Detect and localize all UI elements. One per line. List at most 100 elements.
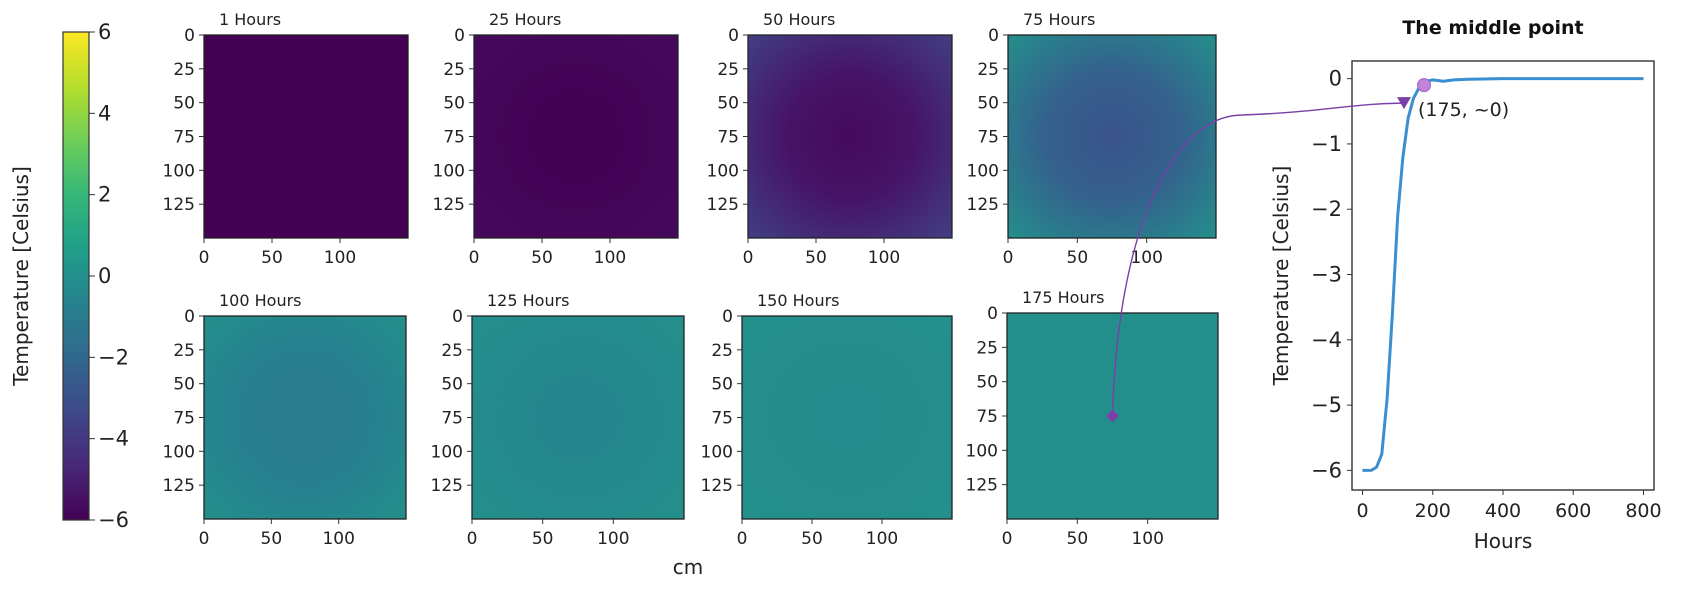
line-y-tick-label: 0 [1329,67,1342,91]
y-tick-label: 100 [433,161,465,181]
y-tick-label: 50 [173,375,195,395]
x-tick-label: 0 [469,248,480,268]
line-y-tick-label: −2 [1311,197,1342,221]
colorbar-tick-label: −6 [98,508,129,532]
heatmap-cells [741,315,953,520]
y-tick-label: 75 [173,409,195,429]
x-tick-label: 100 [866,529,898,549]
panel-title: 150 Hours [757,291,840,310]
x-tick-label: 100 [1130,248,1162,268]
y-tick-label: 0 [184,26,195,46]
line-y-tick-label: −1 [1311,132,1342,156]
heatmap-cells [473,34,679,239]
colorbar-tick-label: 0 [98,264,111,288]
arrowhead-marker [1396,97,1411,110]
y-tick-label: 100 [431,442,463,462]
line-chart: The middle point 0 −1 −2 −3 −4 −5 −6 0 200 400 600 8… [1269,17,1662,553]
y-tick-label: 50 [976,373,998,393]
panel-title: 175 Hours [1022,288,1105,307]
y-tick-label: 75 [443,128,465,148]
colorbar-tick-label: −4 [98,427,129,451]
y-tick-label: 125 [433,195,465,215]
y-tick-label: 75 [711,409,733,429]
y-tick-label: 100 [707,161,739,181]
heatmap-panel: 1 Hours 0 25 50 75 100 125 0 50 100 [163,10,409,268]
heatmap-cells [203,34,409,239]
x-tick-label: 0 [467,529,478,549]
x-tick-label: 50 [532,529,554,549]
y-tick-label: 50 [441,375,463,395]
y-tick-label: 125 [967,195,999,215]
x-tick-label: 50 [805,248,827,268]
y-tick-label: 125 [163,476,195,496]
line-xlabel: Hours [1474,529,1533,553]
colorbar-tick-label: 4 [98,101,111,125]
x-tick-label: 0 [199,248,210,268]
y-tick-label: 25 [441,341,463,361]
y-tick-label: 0 [452,307,463,327]
x-tick-label: 100 [868,248,900,268]
colorbar-gradient [62,31,90,521]
heatmap-panel: 75 Hours 0 25 50 75 100 125 0 50 100 [967,10,1217,268]
line-y-tick-label: −4 [1311,328,1342,352]
y-tick-label: 0 [728,26,739,46]
y-tick-label: 125 [966,476,998,496]
panel-title: 75 Hours [1023,10,1095,29]
line-x-tick-label: 400 [1485,500,1521,522]
heatmap-panel: 25 Hours 0 25 50 75 100 125 0 50 100 [433,10,679,268]
heatmap-xlabel: cm [673,555,703,579]
highlight-point [1416,78,1431,93]
y-tick-label: 0 [987,304,998,324]
y-tick-label: 75 [717,128,739,148]
y-tick-label: 0 [988,26,999,46]
annotation-connector [1111,102,1405,417]
y-tick-label: 0 [454,26,465,46]
x-tick-label: 0 [1002,529,1013,549]
y-tick-label: 100 [967,161,999,181]
line-y-tick-label: −6 [1311,458,1342,482]
y-tick-label: 75 [441,409,463,429]
x-tick-label: 100 [594,248,626,268]
panel-title: 125 Hours [487,291,570,310]
y-tick-label: 25 [717,60,739,80]
panel-title: 1 Hours [219,10,281,29]
line-x-tick-label: 800 [1625,500,1661,522]
panel-title: 50 Hours [763,10,835,29]
heatmap-panel: 150 Hours 0 25 50 75 100 125 0 50 100 [701,291,953,549]
heatmap-cells [471,315,685,520]
y-tick-label: 125 [707,195,739,215]
heatmap-cells [203,315,407,520]
colorbar-tick-label: 2 [98,183,111,207]
x-tick-label: 50 [1067,248,1089,268]
line-x-tick-label: 200 [1415,500,1451,522]
x-tick-label: 50 [801,529,823,549]
y-tick-label: 75 [976,407,998,427]
y-tick-label: 125 [431,476,463,496]
y-tick-label: 25 [976,338,998,358]
y-tick-label: 125 [701,476,733,496]
heatmap-panel: 125 Hours 0 25 50 75 100 125 0 50 100 [431,291,685,549]
temperature-series-line [1362,77,1644,472]
y-tick-label: 100 [163,442,195,462]
x-tick-label: 50 [531,248,553,268]
heatmap-cells [1007,34,1217,239]
line-y-tick-label: −5 [1311,393,1342,417]
panel-title: 25 Hours [489,10,561,29]
heatmap-cells [747,34,953,239]
heatmap-panel: 50 Hours 0 25 50 75 100 125 0 50 100 [707,10,953,268]
y-tick-label: 25 [443,60,465,80]
y-tick-label: 125 [163,195,195,215]
y-tick-label: 25 [977,60,999,80]
y-tick-label: 25 [173,341,195,361]
colorbar-label: Temperature [Celsius] [9,166,33,387]
line-x-tick-label: 0 [1356,500,1368,522]
y-tick-label: 75 [173,128,195,148]
colorbar-tick-label: −2 [98,345,129,369]
heatmap-panel: 100 Hours 0 25 50 75 100 125 0 50 100 [163,291,407,549]
y-tick-label: 25 [711,341,733,361]
x-tick-label: 0 [1003,248,1014,268]
highlight-annotation-label: (175, ~0) [1418,99,1509,121]
x-tick-label: 100 [322,529,354,549]
x-tick-label: 100 [597,529,629,549]
